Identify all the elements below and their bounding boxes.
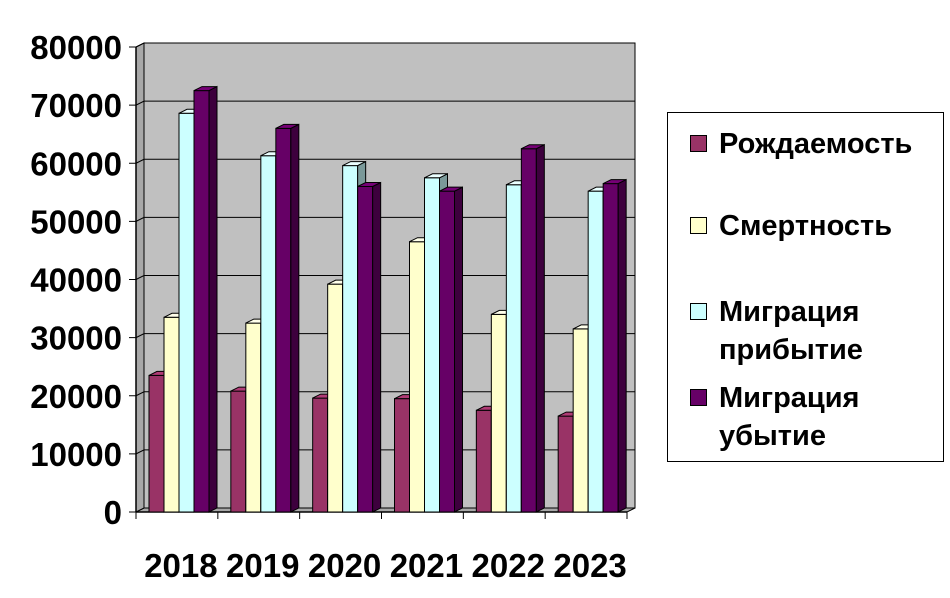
gridline [135, 333, 635, 339]
bar-top [424, 173, 448, 179]
y-tick-label: 40000 [30, 262, 122, 299]
bar-top [521, 144, 545, 150]
bar-front [557, 415, 574, 513]
gridlines [135, 42, 635, 455]
legend-swatch-departures [690, 389, 707, 406]
bar-front [312, 397, 329, 513]
bar-top [602, 179, 627, 185]
bar-top [342, 161, 366, 167]
bar-top [439, 186, 463, 192]
legend-swatch-arrivals [690, 303, 707, 320]
gridline [135, 449, 635, 455]
y-tick-label: 70000 [30, 87, 122, 124]
bar-side [617, 178, 627, 513]
legend-swatch-deaths [690, 217, 707, 234]
y-tick-labels: 0 10000 20000 30000 40000 50000 60000 70000 8000… [30, 29, 122, 531]
bar-departures-2019 [275, 123, 300, 513]
bar-front [260, 155, 277, 513]
x-tick-label: 2023 [553, 547, 626, 584]
bar-departures-2023 [602, 178, 627, 513]
bar-front [520, 148, 537, 513]
gridline [135, 158, 635, 164]
bar-front [587, 190, 604, 513]
bar-front [148, 374, 165, 513]
gridline [135, 100, 635, 106]
bar-front [230, 390, 247, 513]
y-tick-label: 0 [104, 494, 122, 531]
legend-label-deaths: Смертность [719, 210, 893, 242]
legend-item-arrivals: Миграция прибытие [690, 293, 920, 369]
x-tick-labels: 2018 2019 2020 2021 2022 2023 [144, 547, 627, 584]
bar-front [439, 190, 455, 513]
gridline [135, 42, 635, 48]
y-tick-label: 10000 [30, 436, 122, 473]
bar-front [475, 409, 492, 513]
bar-front [163, 316, 180, 513]
bar-front [572, 328, 589, 513]
bar-front [409, 241, 425, 513]
bar-departures-2020 [357, 181, 382, 513]
axes [129, 46, 628, 519]
bar-front [357, 186, 374, 513]
y-tick-label: 60000 [30, 145, 122, 182]
legend-label-arrivals: Миграция прибытие [719, 296, 863, 366]
gridline [135, 275, 635, 280]
y-tick-label: 20000 [30, 378, 122, 415]
bar-front [505, 184, 522, 513]
bar-top [193, 86, 218, 92]
x-tick-label: 2020 [308, 547, 381, 584]
bar-side [535, 143, 545, 513]
legend: Рождаемость Смертность Миграция прибытие… [667, 112, 944, 462]
y-tick-label: 50000 [30, 203, 122, 240]
bar-top [357, 182, 381, 187]
legend-label-departures: Миграция убытие [719, 382, 860, 452]
x-tick-label: 2018 [144, 547, 217, 584]
bar-departures-2021 [439, 186, 463, 513]
bar-side [372, 181, 382, 513]
y-tick-label: 80000 [30, 29, 122, 66]
bar-front [490, 313, 507, 513]
bar-departures-2018 [193, 85, 218, 513]
bar-front [245, 322, 262, 513]
legend-item-births: Рождаемость [690, 125, 912, 163]
bar-front [424, 177, 440, 513]
bars [148, 85, 627, 513]
bar-front [178, 112, 195, 513]
bar-front [394, 398, 410, 513]
legend-label-births: Рождаемость [719, 128, 913, 160]
bar-departures-2022 [520, 143, 545, 513]
bar-top [275, 123, 300, 129]
bar-front [602, 183, 619, 513]
x-tick-label: 2021 [390, 547, 463, 584]
gridline [135, 216, 635, 222]
bar-side [290, 123, 300, 513]
bar-side [454, 186, 463, 513]
bar-front [193, 90, 210, 513]
gridline [135, 391, 635, 397]
legend-item-deaths: Смертность [690, 207, 892, 245]
y-tick-label: 30000 [30, 320, 122, 357]
bar-front [275, 127, 292, 513]
x-tick-label: 2019 [226, 547, 299, 584]
bar-side [208, 85, 218, 513]
bar-front [342, 165, 359, 513]
legend-swatch-births [690, 135, 707, 152]
x-tick-label: 2022 [472, 547, 545, 584]
bar-front [327, 283, 344, 513]
legend-item-departures: Миграция убытие [690, 379, 920, 455]
